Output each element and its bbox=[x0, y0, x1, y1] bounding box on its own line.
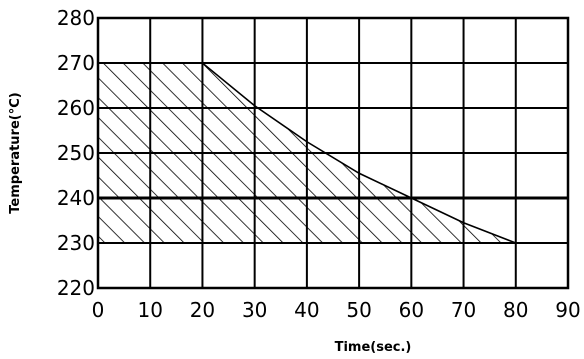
x-tick-label: 80 bbox=[503, 298, 528, 322]
x-tick-label: 30 bbox=[242, 298, 267, 322]
x-tick-label: 50 bbox=[346, 298, 371, 322]
y-tick-label: 250 bbox=[57, 141, 95, 165]
x-tick-label: 40 bbox=[294, 298, 319, 322]
y-tick-label: 230 bbox=[57, 231, 95, 255]
y-axis-ticks: 220 230 240 250 260 270 280 bbox=[57, 6, 95, 300]
y-axis-title: Temperature(°C) bbox=[8, 92, 23, 213]
y-tick-label: 260 bbox=[57, 96, 95, 120]
x-tick-label: 70 bbox=[451, 298, 476, 322]
x-tick-label: 10 bbox=[137, 298, 162, 322]
x-tick-label: 90 bbox=[555, 298, 580, 322]
y-tick-label: 240 bbox=[57, 186, 95, 210]
plot-border bbox=[96, 16, 570, 290]
x-tick-label: 20 bbox=[190, 298, 215, 322]
y-tick-label: 220 bbox=[57, 276, 95, 300]
x-tick-label: 0 bbox=[92, 298, 105, 322]
y-tick-label: 270 bbox=[57, 51, 95, 75]
plot-frame bbox=[96, 16, 570, 290]
y-tick-label: 280 bbox=[57, 6, 95, 30]
x-axis-ticks: 0 10 20 30 40 50 60 70 80 90 bbox=[92, 298, 581, 322]
x-axis-title: Time(sec.) bbox=[335, 340, 412, 355]
x-tick-label: 60 bbox=[399, 298, 424, 322]
